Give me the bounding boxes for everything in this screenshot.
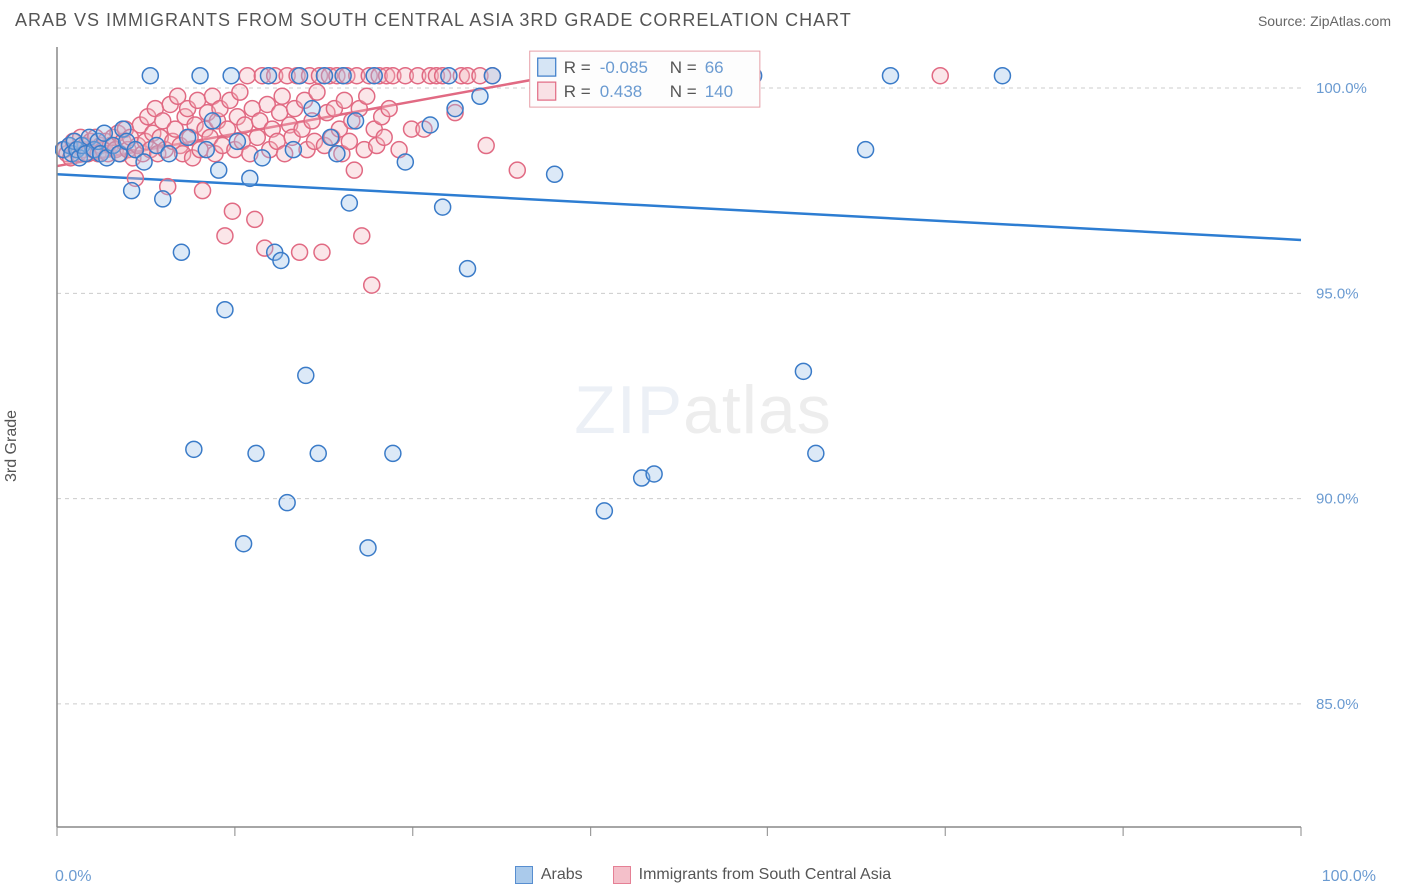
svg-text:95.0%: 95.0% [1316, 285, 1359, 302]
title-row: ARAB VS IMMIGRANTS FROM SOUTH CENTRAL AS… [15, 10, 1391, 31]
svg-text:N =: N = [670, 82, 697, 101]
svg-text:100.0%: 100.0% [1316, 80, 1367, 97]
svg-text:N =: N = [670, 58, 697, 77]
svg-text:85.0%: 85.0% [1316, 696, 1359, 713]
legend-item-sca[interactable]: Immigrants from South Central Asia [613, 866, 892, 884]
scatter-chart-svg: 85.0% 90.0% 95.0% 100.0% R = -0.085 N = 66 R = 0.… [55, 45, 1386, 852]
svg-text:66: 66 [705, 58, 724, 77]
source-attribution: Source: ZipAtlas.com [1258, 13, 1391, 29]
legend-swatch-sca [613, 866, 631, 884]
svg-text:R =: R = [564, 82, 591, 101]
svg-text:90.0%: 90.0% [1316, 491, 1359, 508]
legend-label-sca: Immigrants from South Central Asia [639, 866, 892, 884]
chart-title: ARAB VS IMMIGRANTS FROM SOUTH CENTRAL AS… [15, 10, 852, 31]
chart-area: 85.0% 90.0% 95.0% 100.0% R = -0.085 N = 66 R = 0.… [55, 45, 1386, 852]
source-label: Source: [1258, 13, 1310, 29]
svg-text:-0.085: -0.085 [600, 58, 648, 77]
legend-swatch-arabs [515, 866, 533, 884]
svg-text:140: 140 [705, 82, 733, 101]
svg-text:0.438: 0.438 [600, 82, 643, 101]
svg-text:R =: R = [564, 58, 591, 77]
legend-label-arabs: Arabs [541, 866, 583, 884]
legend-item-arabs[interactable]: Arabs [515, 866, 583, 884]
source-name: ZipAtlas.com [1310, 13, 1391, 29]
legend: Arabs Immigrants from South Central Asia [0, 866, 1406, 884]
y-axis-label: 3rd Grade [3, 410, 21, 482]
